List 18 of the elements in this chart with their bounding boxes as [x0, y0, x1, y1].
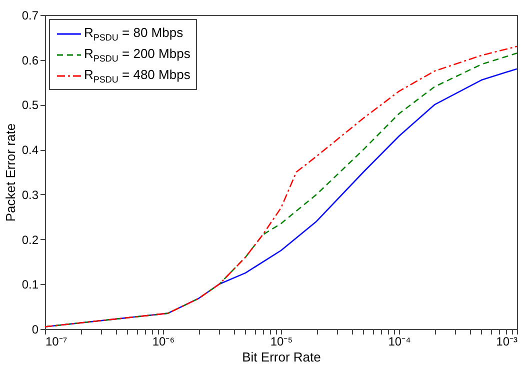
y-tick-label: 0.1: [22, 278, 39, 292]
y-tick-label: 0.2: [22, 232, 39, 247]
x-tick-label: 10⁻⁷: [46, 334, 68, 348]
x-axis-title: Bit Error Rate: [242, 350, 321, 364]
y-tick-label: 0.7: [22, 8, 39, 22]
y-tick-label: 0.4: [22, 143, 39, 158]
y-tick-label: 0.6: [22, 53, 39, 68]
x-tick-label: 10⁻⁴: [388, 334, 411, 348]
y-tick-label: 0.3: [22, 188, 39, 202]
legend-label: R$_{PSDU}$ = 80 Mbps: [84, 24, 184, 42]
x-tick-label: 10⁻³: [496, 334, 518, 348]
legend-label: R$_{PSDU}$ = 200 Mbps: [84, 46, 190, 64]
x-tick-label: 10⁻⁵: [270, 334, 293, 348]
y-axis-title: Packet Error rate: [2, 123, 18, 222]
y-tick-label: 0.5: [22, 98, 39, 112]
y-tick-label: 0: [32, 322, 39, 336]
legend-label: R$_{PSDU}$ = 480 Mbps: [84, 66, 190, 84]
x-tick-label: 10⁻⁶: [152, 334, 175, 348]
